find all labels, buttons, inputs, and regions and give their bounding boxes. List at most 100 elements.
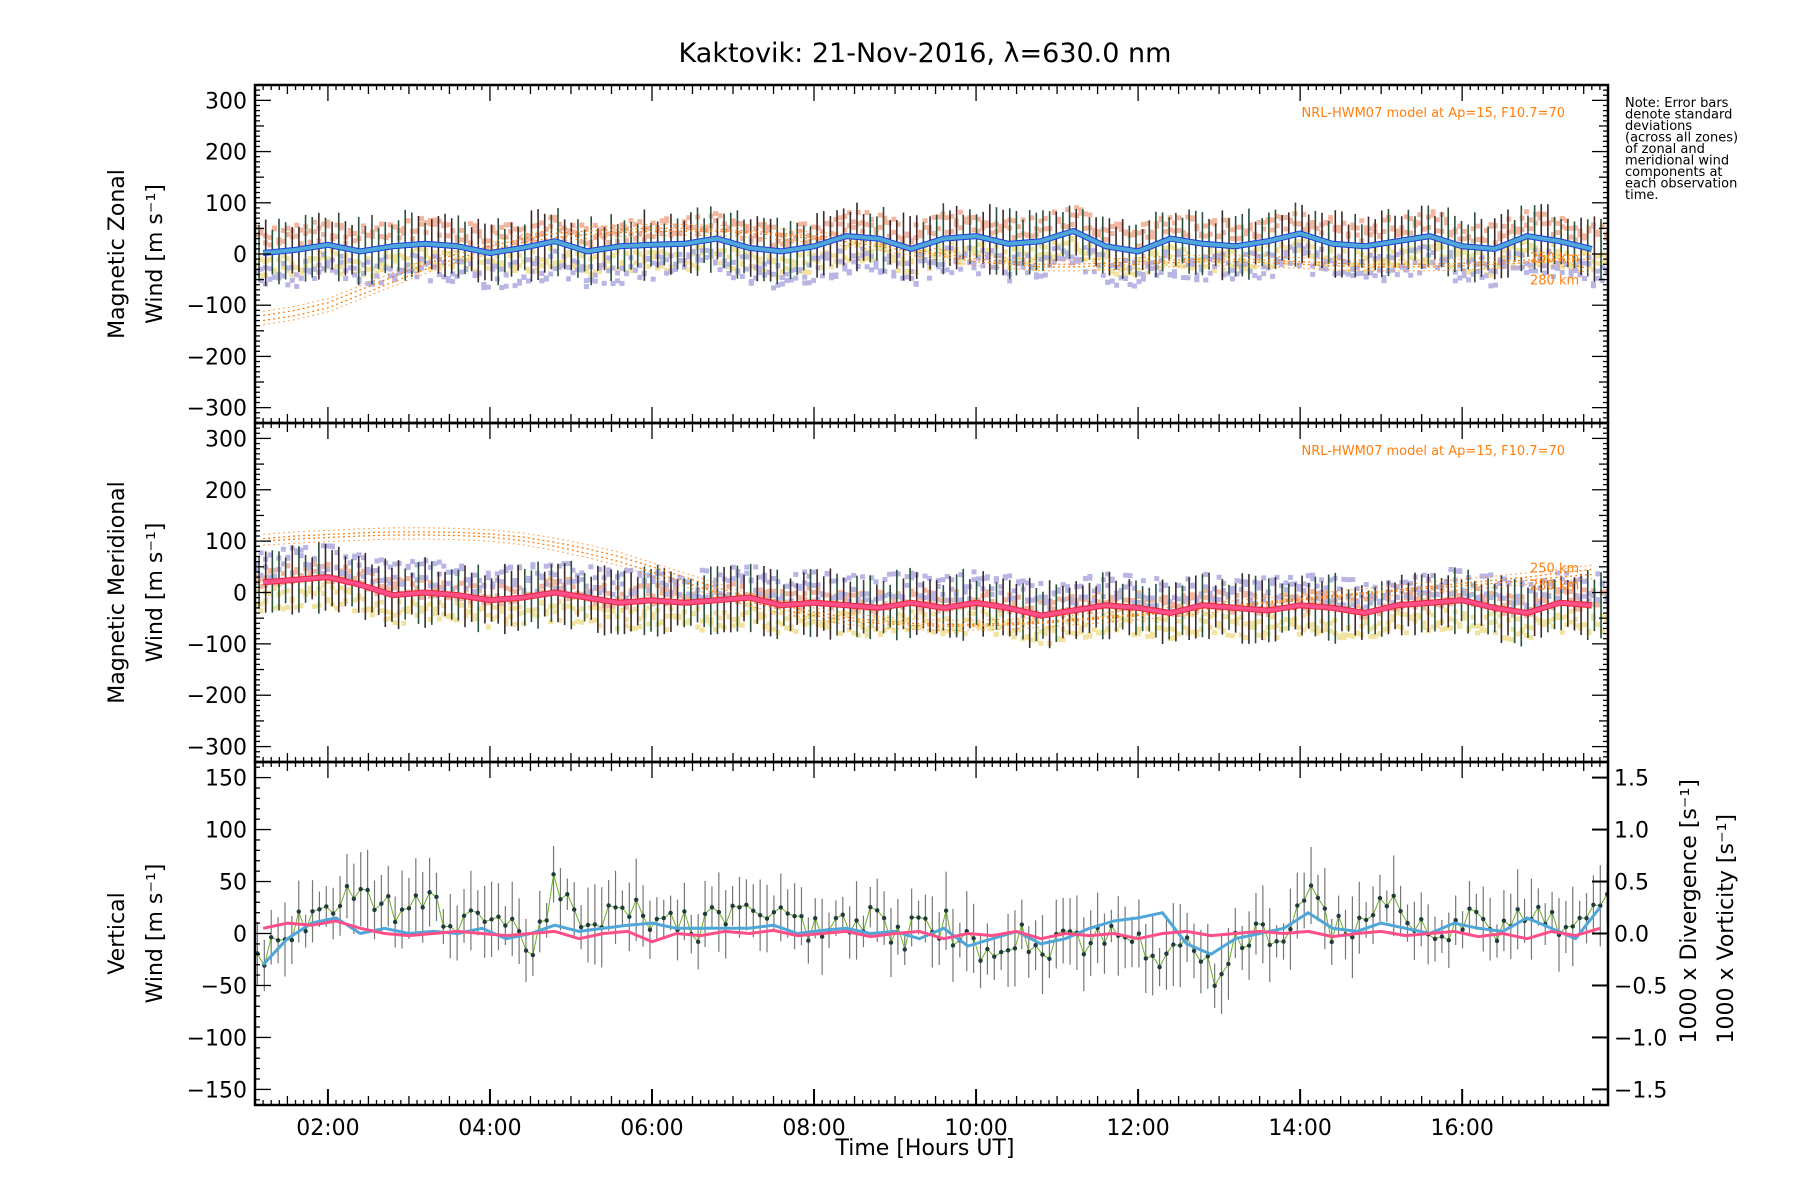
scatter-point bbox=[1510, 223, 1516, 229]
scatter-point bbox=[1564, 250, 1570, 256]
scatter-point bbox=[659, 249, 665, 255]
scatter-point bbox=[1488, 595, 1494, 601]
scatter-point bbox=[855, 596, 861, 602]
scatter-point bbox=[1203, 618, 1209, 624]
scatter-point bbox=[1519, 227, 1525, 233]
scatter-point bbox=[1038, 580, 1044, 586]
scatter-point bbox=[1501, 576, 1507, 582]
scatter-point bbox=[869, 217, 875, 223]
scatter-point bbox=[1185, 610, 1191, 616]
scatter-point bbox=[1238, 614, 1244, 620]
scatter-point bbox=[378, 599, 384, 605]
scatter-point bbox=[454, 237, 460, 243]
scatter-point bbox=[958, 623, 964, 629]
scatter-point bbox=[494, 577, 500, 583]
scatter-point bbox=[998, 253, 1004, 259]
scatter-point bbox=[294, 222, 300, 228]
scatter-point bbox=[1247, 624, 1253, 630]
scatter-point bbox=[1577, 576, 1583, 582]
scatter-point bbox=[855, 608, 861, 614]
scatter-point bbox=[1573, 616, 1579, 622]
scatter-point bbox=[1328, 628, 1334, 634]
scatter-point bbox=[374, 591, 380, 597]
scatter-point bbox=[325, 578, 331, 584]
scatter-point bbox=[931, 214, 937, 220]
scatter-point bbox=[860, 574, 866, 580]
scatter-point bbox=[1274, 574, 1280, 580]
scatter-point bbox=[1154, 223, 1160, 229]
scatter-point bbox=[904, 269, 910, 275]
scatter-point bbox=[672, 581, 678, 587]
scatter-point bbox=[1158, 270, 1164, 276]
scatter-point bbox=[468, 260, 474, 266]
scatter-point bbox=[824, 251, 830, 257]
scatter-point bbox=[1176, 612, 1182, 618]
scatter-point bbox=[374, 226, 380, 232]
scatter-point bbox=[1550, 623, 1556, 629]
scatter-point bbox=[476, 271, 482, 277]
scatter-point bbox=[1559, 588, 1565, 594]
scatter-point bbox=[1243, 231, 1249, 237]
scatter-point bbox=[975, 581, 981, 587]
scatter-point bbox=[1118, 622, 1124, 628]
scatter-point bbox=[1488, 268, 1494, 274]
scatter-point bbox=[1323, 590, 1329, 596]
scatter-point bbox=[1136, 592, 1142, 598]
scatter-point bbox=[1555, 615, 1561, 621]
scatter-point bbox=[699, 257, 705, 263]
scatter-point bbox=[833, 231, 839, 237]
scatter-point bbox=[1515, 248, 1521, 254]
scatter-point bbox=[1025, 232, 1031, 238]
scatter-point bbox=[730, 581, 736, 587]
scatter-point bbox=[1212, 221, 1218, 227]
scatter-point bbox=[312, 603, 318, 609]
scatter-point bbox=[606, 590, 612, 596]
scatter-point bbox=[1261, 226, 1267, 232]
scatter-point bbox=[374, 273, 380, 279]
scatter-point bbox=[962, 617, 968, 623]
scatter-point bbox=[450, 569, 456, 575]
scatter-point bbox=[1524, 248, 1530, 254]
scatter-point bbox=[1011, 628, 1017, 634]
scatter-point bbox=[459, 258, 465, 264]
scatter-point bbox=[557, 618, 563, 624]
scatter-point bbox=[873, 264, 879, 270]
scatter-point bbox=[476, 577, 482, 583]
scatter-point bbox=[1154, 264, 1160, 270]
scatter-point bbox=[472, 572, 478, 578]
scatter-point bbox=[1163, 617, 1169, 623]
scatter-point bbox=[1604, 593, 1608, 599]
scatter-point bbox=[1296, 625, 1302, 631]
scatter-point bbox=[1501, 635, 1507, 641]
scatter-point bbox=[566, 596, 572, 602]
scatter-point bbox=[405, 268, 411, 274]
scatter-point bbox=[860, 246, 866, 252]
scatter-point bbox=[1421, 226, 1427, 232]
scatter-point bbox=[1403, 612, 1409, 618]
scatter-point bbox=[1042, 594, 1048, 600]
scatter-point bbox=[570, 270, 576, 276]
scatter-point bbox=[352, 597, 358, 603]
scatter-point bbox=[1595, 268, 1601, 274]
scatter-point bbox=[1595, 597, 1601, 603]
scatter-point bbox=[1203, 588, 1209, 594]
scatter-point bbox=[686, 595, 692, 601]
scatter-point bbox=[1501, 233, 1507, 239]
scatter-point bbox=[1586, 630, 1592, 636]
scatter-point bbox=[1443, 216, 1449, 222]
scatter-point bbox=[427, 564, 433, 570]
scatter-point bbox=[1180, 232, 1186, 238]
scatter-point bbox=[1060, 256, 1066, 262]
scatter-point bbox=[846, 270, 852, 276]
scatter-point bbox=[788, 624, 794, 630]
scatter-point bbox=[606, 607, 612, 613]
scatter-point bbox=[1475, 237, 1481, 243]
scatter-point bbox=[619, 591, 625, 597]
scatter-point bbox=[1172, 273, 1178, 279]
scatter-point bbox=[1492, 282, 1498, 288]
scatter-point bbox=[935, 583, 941, 589]
scatter-point bbox=[285, 555, 291, 561]
scatter-point bbox=[851, 219, 857, 225]
scatter-point bbox=[1497, 580, 1503, 586]
scatter-point bbox=[298, 270, 304, 276]
